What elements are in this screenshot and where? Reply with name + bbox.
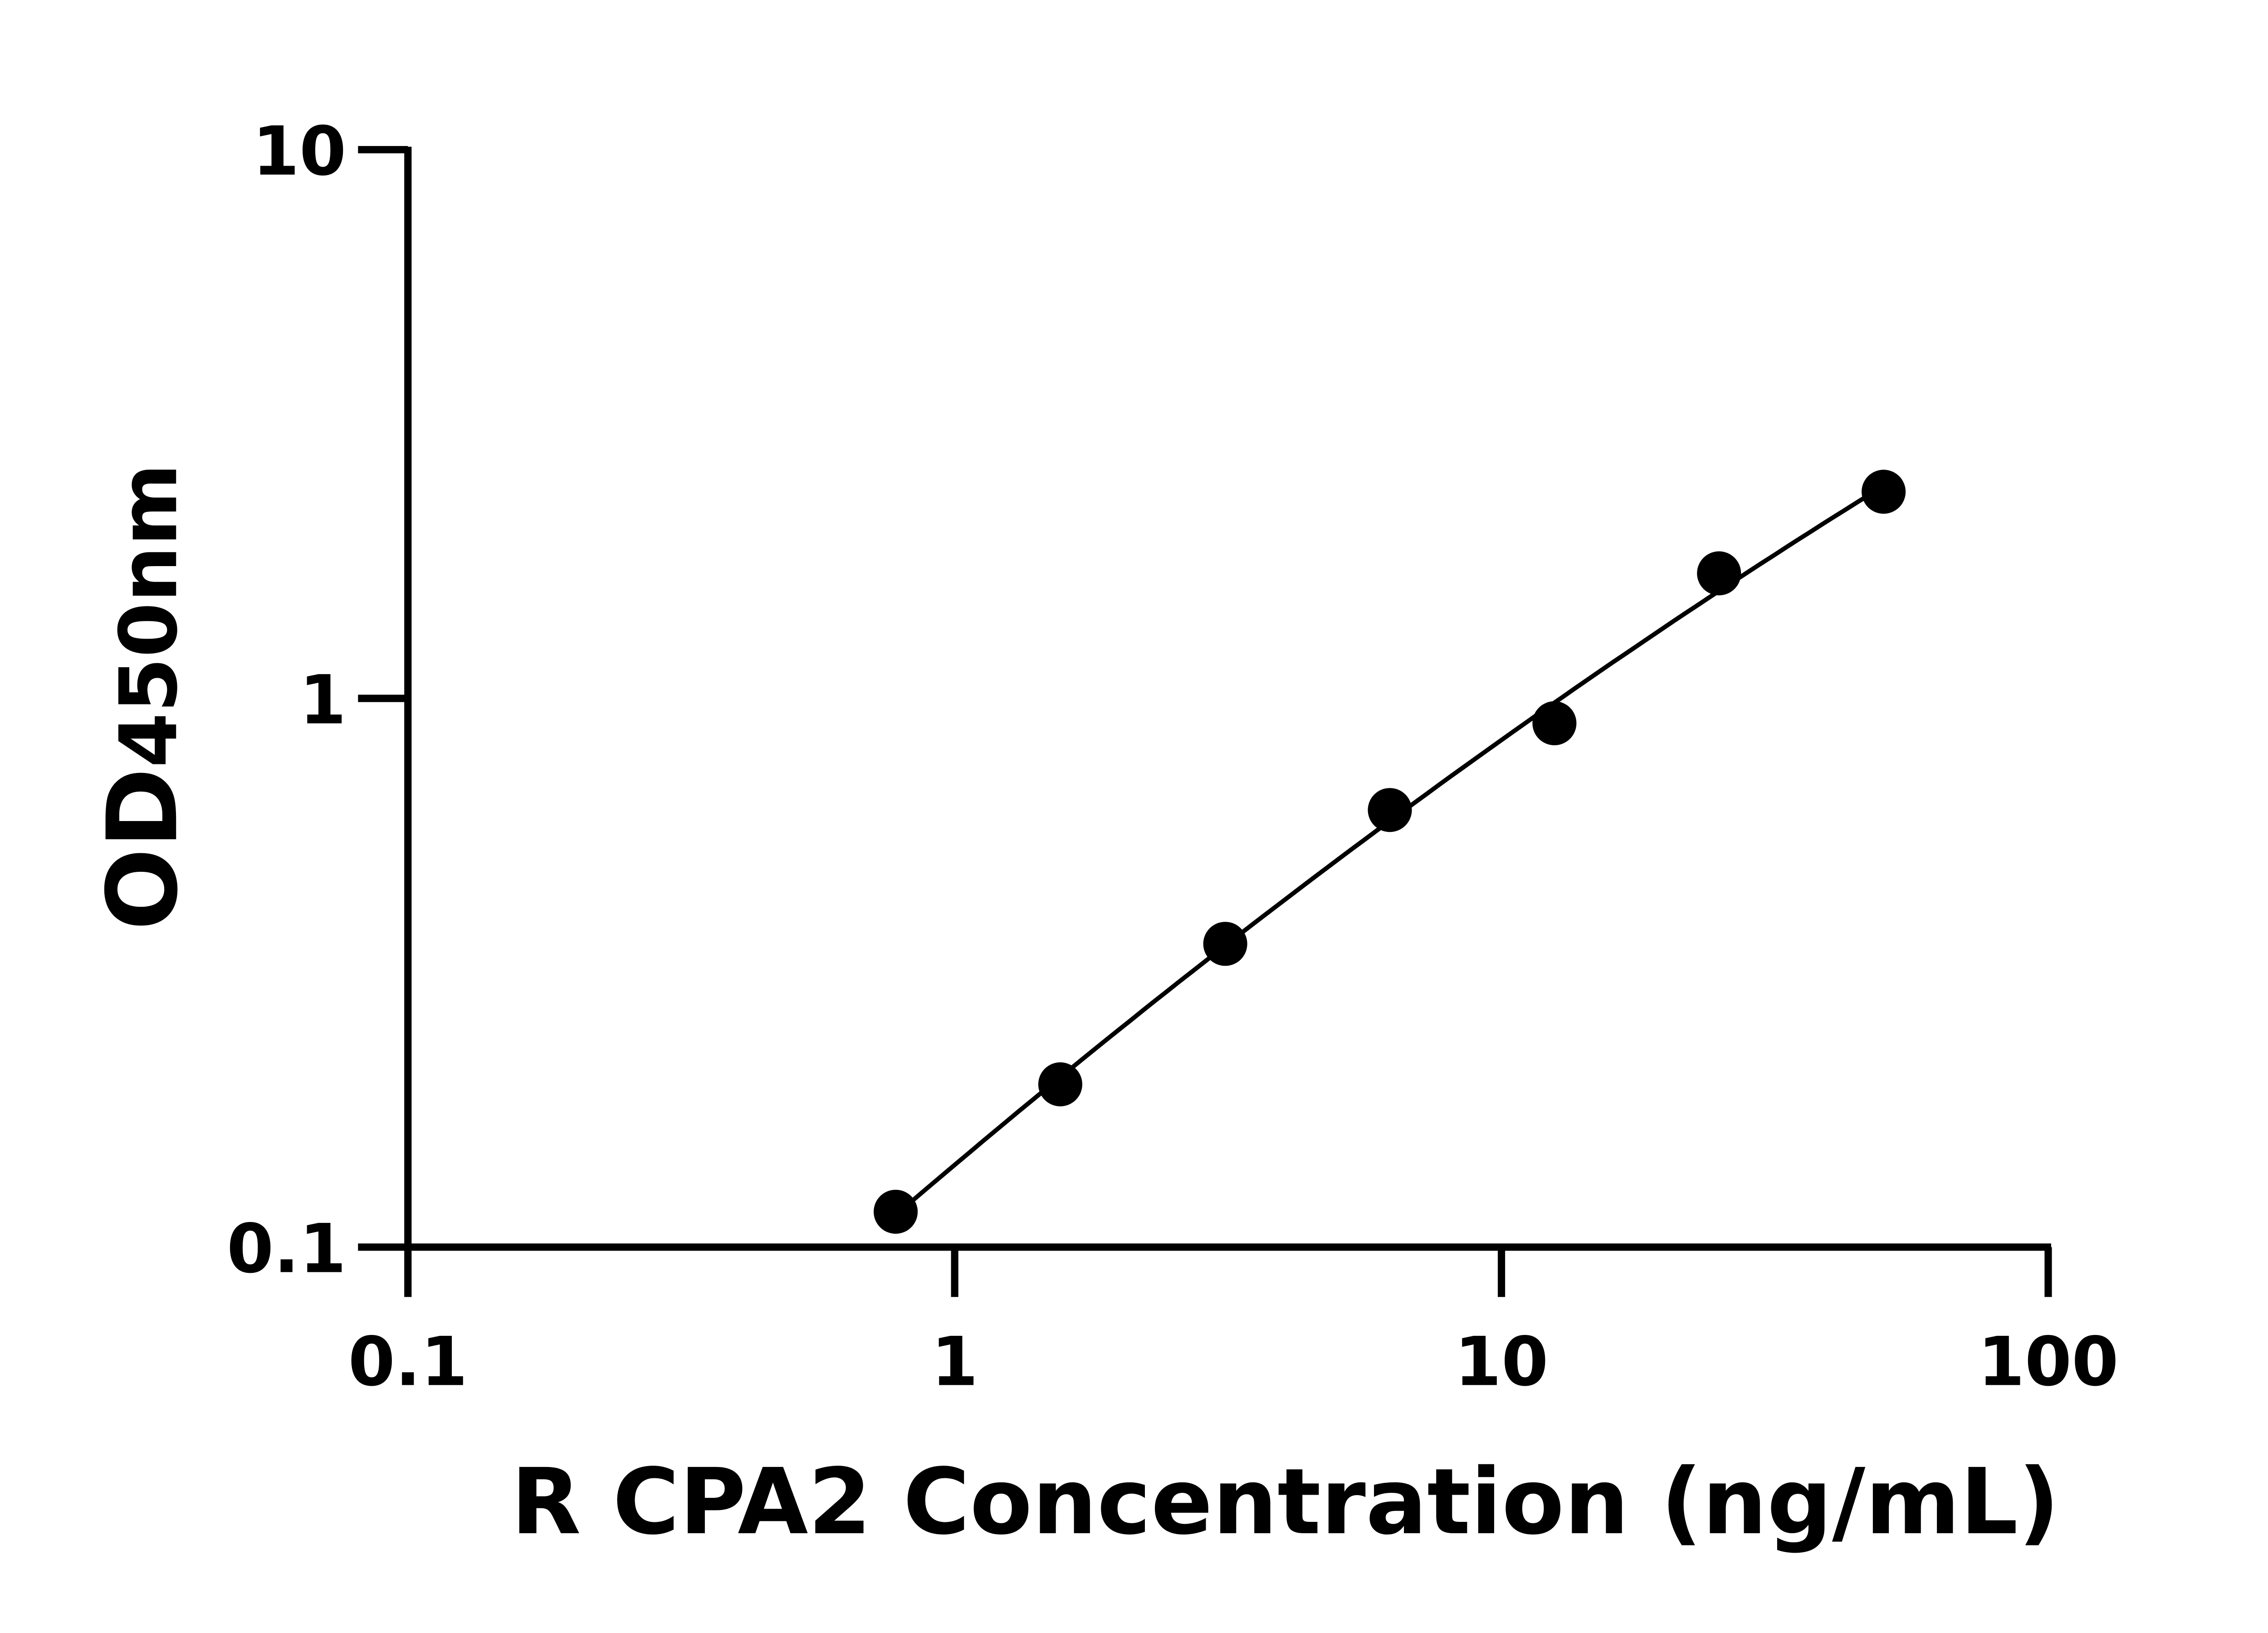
data-point — [1697, 551, 1741, 596]
y-axis-label-main: OD — [87, 768, 199, 931]
x-axis-label: R CPA2 Concentration (ng/mL) — [511, 1449, 2059, 1555]
data-point — [1532, 701, 1577, 745]
y-tick-label: 0.1 — [227, 1210, 347, 1288]
y-tick-label: 10 — [252, 112, 346, 191]
y-axis-label: OD450nm — [87, 464, 199, 931]
x-tick-label: 10 — [1455, 1323, 1549, 1401]
x-tick-label: 1 — [931, 1323, 978, 1401]
fit-curve-layer — [894, 484, 1885, 1217]
y-tick-label: 1 — [299, 661, 347, 740]
data-point — [1203, 922, 1247, 966]
data-point — [1038, 1062, 1082, 1106]
points-layer — [874, 469, 1906, 1234]
data-point — [1368, 788, 1412, 832]
y-ticks: 0.1 1 10 — [227, 112, 408, 1288]
x-ticks: 0.1 1 10 100 — [348, 1247, 2119, 1401]
x-tick-label: 100 — [1978, 1323, 2119, 1401]
y-axis-label-sub: 450nm — [103, 464, 195, 768]
x-tick-label: 0.1 — [348, 1323, 468, 1401]
data-point — [874, 1189, 918, 1234]
fit-curve — [894, 484, 1885, 1217]
data-point — [1862, 469, 1906, 514]
